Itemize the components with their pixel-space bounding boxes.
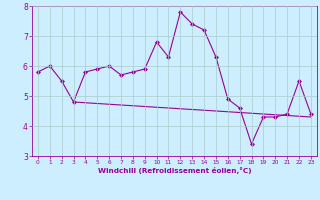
X-axis label: Windchill (Refroidissement éolien,°C): Windchill (Refroidissement éolien,°C) [98,167,251,174]
